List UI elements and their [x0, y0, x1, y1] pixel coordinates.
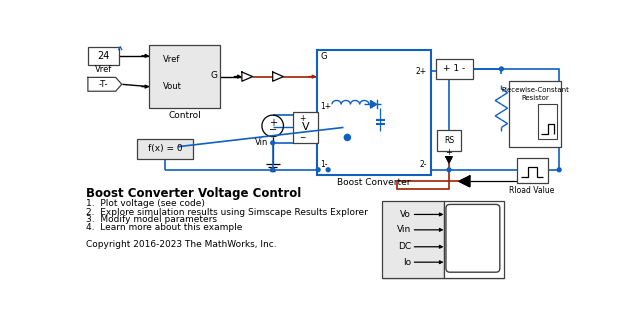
FancyBboxPatch shape: [436, 59, 473, 79]
Text: Vref: Vref: [95, 65, 112, 74]
FancyBboxPatch shape: [509, 81, 562, 147]
Text: DC: DC: [398, 242, 412, 251]
Text: +: +: [445, 148, 453, 157]
Text: +: +: [269, 118, 277, 128]
Circle shape: [557, 168, 561, 172]
Text: RS: RS: [444, 136, 454, 145]
Polygon shape: [459, 176, 470, 187]
Polygon shape: [88, 77, 122, 91]
Text: 1.  Plot voltage (see code): 1. Plot voltage (see code): [87, 199, 205, 208]
Polygon shape: [242, 72, 253, 81]
FancyBboxPatch shape: [444, 201, 504, 278]
Text: +: +: [299, 114, 305, 123]
Text: + 1 -: + 1 -: [444, 64, 465, 74]
Circle shape: [271, 141, 274, 145]
Text: G: G: [211, 71, 218, 80]
FancyBboxPatch shape: [294, 112, 318, 143]
Text: 4.  Learn more about this example: 4. Learn more about this example: [87, 223, 243, 232]
FancyBboxPatch shape: [149, 45, 221, 108]
Text: 2.  Explore simulation results using Simscape Results Explorer: 2. Explore simulation results using Sims…: [87, 207, 368, 216]
FancyBboxPatch shape: [137, 139, 192, 159]
Text: Piecewise-Constant: Piecewise-Constant: [501, 87, 569, 93]
Text: Boost Converter Voltage Control: Boost Converter Voltage Control: [87, 188, 302, 201]
FancyBboxPatch shape: [317, 51, 431, 175]
Text: 2-: 2-: [419, 160, 427, 169]
FancyBboxPatch shape: [517, 158, 547, 183]
Circle shape: [447, 168, 451, 172]
Text: Vo: Vo: [401, 210, 412, 219]
Text: -T-: -T-: [99, 80, 108, 89]
Text: Resistor: Resistor: [521, 95, 549, 101]
Text: 24: 24: [97, 51, 110, 61]
Text: Boost Converter: Boost Converter: [337, 178, 410, 187]
Text: Vref: Vref: [163, 55, 181, 64]
Text: 3.  Modify model parameters: 3. Modify model parameters: [87, 215, 217, 224]
Circle shape: [271, 168, 274, 172]
Polygon shape: [272, 72, 283, 81]
Circle shape: [316, 168, 320, 172]
Text: 1-: 1-: [320, 160, 328, 169]
FancyBboxPatch shape: [446, 204, 500, 272]
Text: Vin: Vin: [255, 138, 269, 147]
Circle shape: [344, 134, 351, 141]
Circle shape: [499, 67, 503, 71]
Text: Control: Control: [169, 111, 201, 121]
Text: Copyright 2016-2023 The MathWorks, Inc.: Copyright 2016-2023 The MathWorks, Inc.: [87, 240, 277, 249]
Polygon shape: [446, 157, 452, 163]
FancyBboxPatch shape: [382, 201, 444, 278]
FancyBboxPatch shape: [437, 130, 461, 151]
Text: −: −: [299, 133, 305, 142]
Text: −: −: [269, 125, 277, 135]
Text: Vout: Vout: [163, 82, 182, 91]
Polygon shape: [370, 100, 377, 108]
Circle shape: [326, 168, 330, 172]
Text: 1+: 1+: [320, 102, 331, 111]
Text: V: V: [302, 122, 310, 133]
FancyBboxPatch shape: [538, 104, 557, 139]
Text: Vin: Vin: [397, 225, 412, 234]
Text: G: G: [320, 52, 327, 61]
Text: Rload Value: Rload Value: [510, 186, 555, 195]
FancyBboxPatch shape: [88, 47, 119, 65]
Text: f(x) = 0: f(x) = 0: [147, 145, 182, 154]
Text: 2+: 2+: [415, 67, 427, 76]
Text: Io: Io: [403, 258, 412, 267]
